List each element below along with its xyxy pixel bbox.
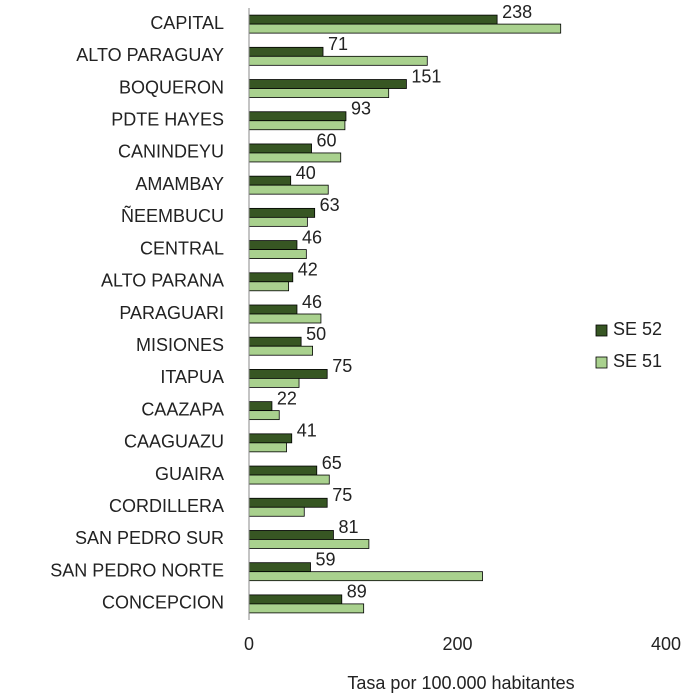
bar [248, 594, 343, 605]
legend-swatch [595, 356, 608, 369]
data-label: 46 [302, 292, 322, 312]
data-label: 60 [317, 131, 337, 151]
bar [248, 175, 292, 186]
bar [248, 111, 347, 122]
legend-swatch [595, 324, 608, 337]
bar [248, 539, 370, 549]
bar [248, 313, 322, 324]
data-label: 40 [296, 163, 316, 183]
bar [248, 474, 330, 485]
bar [248, 79, 407, 89]
bar [248, 249, 307, 259]
bar [248, 304, 298, 315]
data-label: 50 [306, 324, 326, 344]
bar [248, 506, 305, 517]
bar [248, 345, 313, 356]
bar [248, 240, 298, 250]
bar [248, 272, 294, 283]
bar [248, 530, 334, 540]
y-tick-label: BOQUERON [119, 77, 224, 97]
y-tick-label: PDTE HAYES [111, 109, 224, 129]
y-tick-label: CONCEPCION [102, 593, 224, 613]
data-label: 42 [298, 260, 318, 280]
x-axis-title: Tasa por 100.000 habitantes [347, 673, 574, 693]
bar [248, 88, 390, 98]
bar [248, 23, 562, 34]
data-label: 238 [502, 2, 532, 22]
x-tick-label: 200 [442, 634, 472, 654]
y-tick-label: SAN PEDRO NORTE [50, 560, 224, 580]
y-tick-label: CAAZAPA [141, 399, 224, 419]
data-label: 151 [411, 66, 441, 86]
legend-label: SE 52 [613, 319, 662, 339]
bar [248, 410, 280, 421]
bar [248, 465, 318, 476]
bar [248, 442, 287, 453]
y-tick-label: GUAIRA [155, 464, 224, 484]
bar [248, 55, 428, 66]
y-tick-label: ITAPUA [160, 367, 224, 387]
y-tick-label: ALTO PARAGUAY [76, 45, 224, 65]
bar [248, 433, 293, 444]
y-tick-label: CENTRAL [140, 238, 224, 258]
data-label: 22 [277, 388, 297, 408]
y-tick-label: ÑEEMBUCU [121, 205, 224, 226]
data-label: 63 [320, 195, 340, 215]
data-label: 75 [332, 356, 352, 376]
bar [248, 562, 311, 573]
bar [248, 207, 316, 218]
bar [248, 369, 328, 379]
y-tick-label: CAPITAL [150, 13, 224, 33]
data-label: 93 [351, 98, 371, 118]
bar [248, 46, 324, 57]
data-label: 81 [338, 517, 358, 537]
bar [248, 401, 273, 412]
x-tick-label: 400 [651, 634, 681, 654]
legend-label: SE 51 [613, 351, 662, 371]
x-tick-label: 0 [244, 634, 254, 654]
bar [248, 143, 312, 154]
data-label: 59 [316, 549, 336, 569]
y-tick-label: SAN PEDRO SUR [75, 528, 224, 548]
y-tick-label: MISIONES [136, 335, 224, 355]
data-label: 71 [328, 34, 348, 54]
bar [248, 152, 342, 163]
y-tick-label: CORDILLERA [109, 496, 224, 516]
bar [248, 281, 290, 292]
data-label: 89 [347, 582, 367, 602]
bar [248, 571, 483, 582]
bar [248, 216, 308, 227]
data-label: 46 [302, 227, 322, 247]
bar [248, 603, 365, 614]
bar [248, 14, 498, 25]
y-tick-label: ALTO PARANA [101, 271, 224, 291]
y-tick-label: CAAGUAZU [124, 432, 224, 452]
y-tick-label: AMAMBAY [135, 174, 224, 194]
bar [248, 184, 329, 195]
data-label: 41 [297, 421, 317, 441]
bar [248, 378, 300, 388]
bar [248, 497, 328, 508]
data-label: 65 [322, 453, 342, 473]
bar [248, 336, 302, 347]
y-tick-label: CANINDEYU [118, 142, 224, 162]
bar [248, 120, 346, 131]
data-label: 75 [332, 485, 352, 505]
y-tick-label: PARAGUARI [119, 303, 224, 323]
